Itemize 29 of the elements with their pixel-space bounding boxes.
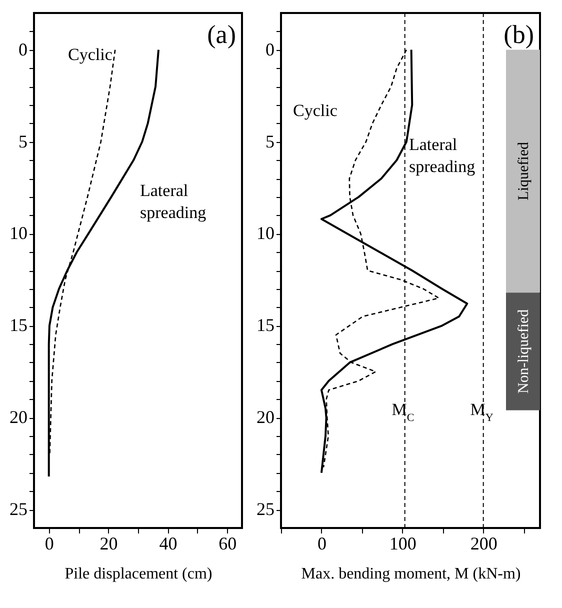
series-label: Cyclic xyxy=(68,45,113,64)
y-tick-label: 20 xyxy=(256,407,274,428)
y-tick-label: 5 xyxy=(18,131,28,152)
y-tick-label: 25 xyxy=(10,499,28,520)
band-label: Non-liquefied xyxy=(516,308,532,394)
y-tick-label: 0 xyxy=(266,39,274,60)
y-tick-label: 10 xyxy=(10,223,28,244)
annotation: (a) xyxy=(207,20,236,49)
text: Cyclic xyxy=(293,101,338,120)
y-tick-label: 25 xyxy=(256,499,274,520)
band-label: Liquefied xyxy=(516,142,532,200)
series-label: Lateral spreading xyxy=(409,135,476,176)
x-tick-label: 60 xyxy=(218,534,237,554)
y-tick-label: 0 xyxy=(18,39,28,60)
x-tick-label: 40 xyxy=(159,534,178,554)
x-axis-title: Max. bending moment, M (kN-m) xyxy=(301,566,521,582)
x-tick-label: 100 xyxy=(389,534,416,554)
y-tick-label: 15 xyxy=(10,315,28,336)
x-tick-label: 20 xyxy=(100,534,118,554)
series-label: Lateral spreading xyxy=(140,181,207,222)
x-tick-label: 0 xyxy=(44,534,54,554)
x-tick-label: 200 xyxy=(470,534,498,554)
x-tick-label: 0 xyxy=(317,534,326,554)
x-axis-title: Pile displacement (cm) xyxy=(64,566,212,582)
y-tick-label: 20 xyxy=(10,407,28,428)
y-tick-label: 5 xyxy=(266,131,274,152)
y-tick-label: 10 xyxy=(256,223,274,244)
y-tick-label: 15 xyxy=(256,315,274,336)
annotation: (b) xyxy=(504,20,534,49)
